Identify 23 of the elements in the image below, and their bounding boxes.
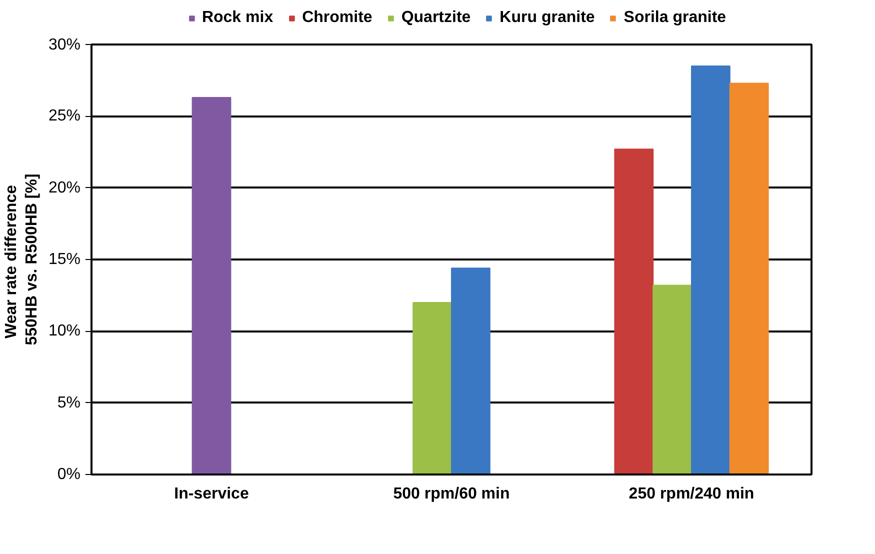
legend-label: Chromite bbox=[302, 9, 372, 27]
y-tick-label: 30% bbox=[48, 36, 81, 54]
bar bbox=[652, 284, 692, 474]
x-tick-label: 250 rpm/240 min bbox=[628, 486, 754, 502]
bar bbox=[451, 268, 490, 474]
y-tick-label: 5% bbox=[57, 394, 80, 412]
legend-label: Quartzite bbox=[401, 9, 471, 27]
y-tick-label: 10% bbox=[48, 322, 81, 340]
y-tick-label: 0% bbox=[57, 466, 80, 483]
legend-label: Kuru granite bbox=[500, 9, 595, 27]
bar bbox=[729, 82, 769, 474]
y-tick-label: 25% bbox=[48, 108, 81, 125]
y-axis-title: Wear rate difference 550HB vs. R500HB [%] bbox=[3, 174, 40, 346]
bar bbox=[691, 66, 730, 474]
legend-label: Sorila granite bbox=[624, 9, 726, 27]
bar bbox=[192, 97, 232, 474]
x-tick-label: 500 rpm/60 min bbox=[393, 486, 510, 502]
bar bbox=[614, 148, 654, 474]
x-tick-label: In-service bbox=[174, 486, 249, 502]
y-tick-label: 20% bbox=[48, 179, 81, 196]
y-tick-label: 15% bbox=[48, 251, 81, 268]
bar bbox=[412, 302, 452, 474]
legend-label: Rock mix bbox=[202, 9, 274, 27]
